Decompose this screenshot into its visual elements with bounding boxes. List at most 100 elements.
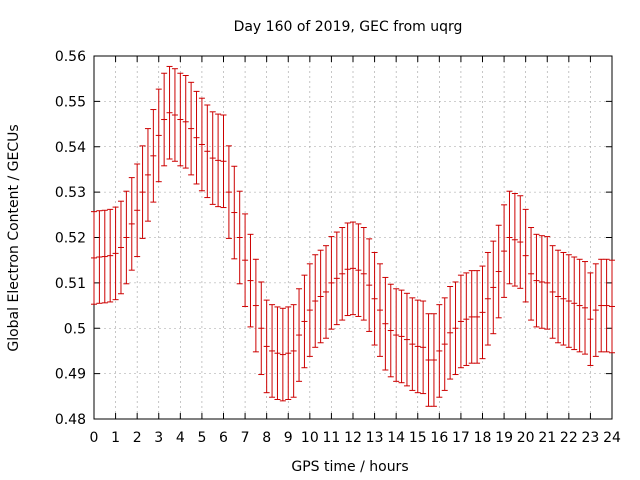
data-point bbox=[231, 165, 238, 260]
data-point bbox=[161, 72, 168, 167]
x-tick-label: 15 bbox=[409, 430, 427, 446]
x-tick-label: 0 bbox=[90, 430, 99, 446]
data-point bbox=[441, 297, 448, 391]
data-point bbox=[101, 209, 108, 304]
data-point bbox=[204, 104, 211, 199]
data-point bbox=[457, 274, 464, 369]
data-point bbox=[420, 300, 427, 395]
data-point bbox=[215, 113, 222, 208]
x-tick-label: 3 bbox=[154, 430, 163, 446]
data-point bbox=[344, 222, 351, 317]
data-point bbox=[371, 251, 378, 346]
data-point bbox=[468, 270, 475, 364]
x-tick-label: 1 bbox=[111, 430, 120, 446]
data-point bbox=[333, 231, 340, 326]
data-point bbox=[506, 190, 513, 285]
data-point bbox=[247, 233, 254, 328]
data-point bbox=[339, 227, 346, 321]
data-point bbox=[490, 240, 497, 335]
data-point bbox=[198, 97, 205, 192]
x-tick-label: 7 bbox=[241, 430, 250, 446]
data-point bbox=[242, 213, 249, 307]
x-axis-label: GPS time / hours bbox=[291, 459, 408, 475]
data-point bbox=[279, 307, 286, 402]
data-point bbox=[409, 297, 416, 391]
data-point bbox=[533, 233, 540, 328]
y-tick-label: 0.48 bbox=[55, 412, 86, 428]
x-tick-label: 24 bbox=[603, 430, 621, 446]
data-point bbox=[263, 299, 270, 394]
data-point bbox=[549, 245, 556, 339]
x-tick-label: 8 bbox=[262, 430, 271, 446]
data-point bbox=[592, 263, 599, 357]
data-point bbox=[285, 306, 292, 400]
data-point bbox=[501, 204, 508, 298]
data-point bbox=[252, 258, 259, 353]
data-point bbox=[112, 206, 119, 301]
data-point bbox=[301, 274, 308, 369]
data-point bbox=[296, 288, 303, 382]
data-point bbox=[290, 304, 297, 398]
data-point bbox=[414, 299, 421, 394]
x-tick-label: 20 bbox=[517, 430, 535, 446]
data-point bbox=[123, 190, 130, 285]
x-tick-labels: 0 1 2 3 4 5 6 7 8 9 10 11 12 13 14 15 16 17 18 19 20 21 22 23 24 bbox=[90, 430, 621, 446]
data-point bbox=[387, 283, 394, 378]
data-point bbox=[117, 200, 124, 295]
data-point bbox=[603, 258, 610, 353]
data-point bbox=[484, 251, 491, 346]
data-point bbox=[403, 292, 410, 387]
data-point bbox=[96, 210, 103, 304]
x-tick-label: 4 bbox=[176, 430, 185, 446]
data-point bbox=[436, 304, 443, 398]
data-point bbox=[393, 288, 400, 382]
data-point bbox=[609, 259, 615, 354]
data-point bbox=[447, 286, 454, 380]
axis-ticks bbox=[93, 55, 613, 420]
chart-title: Day 160 of 2019, GEC from uqrg bbox=[234, 19, 463, 35]
data-point bbox=[139, 145, 146, 239]
data-point bbox=[188, 81, 195, 176]
data-point bbox=[144, 128, 151, 222]
data-point bbox=[430, 313, 437, 407]
data-point bbox=[350, 221, 356, 316]
data-point bbox=[177, 72, 184, 167]
data-point bbox=[538, 235, 545, 329]
y-tick-label: 0.5 bbox=[64, 321, 86, 337]
data-point bbox=[128, 177, 135, 271]
data-point bbox=[306, 263, 313, 357]
x-tick-label: 5 bbox=[197, 430, 206, 446]
y-tick-label: 0.55 bbox=[55, 94, 86, 110]
data-point bbox=[317, 249, 324, 344]
y-tick-labels: 0.48 0.49 0.5 0.51 0.52 0.53 0.54 0.55 0.56 bbox=[55, 49, 86, 428]
data-point bbox=[258, 281, 265, 376]
data-point bbox=[312, 254, 319, 348]
data-point bbox=[134, 163, 141, 258]
y-tick-label: 0.56 bbox=[55, 49, 86, 65]
data-point bbox=[91, 211, 97, 305]
x-tick-label: 13 bbox=[366, 430, 384, 446]
x-tick-label: 11 bbox=[323, 430, 341, 446]
data-point bbox=[155, 88, 162, 183]
data-point bbox=[171, 68, 178, 162]
data-point bbox=[182, 75, 189, 169]
data-point bbox=[269, 304, 276, 398]
x-tick-label: 22 bbox=[560, 430, 578, 446]
data-point bbox=[576, 258, 583, 353]
data-point bbox=[598, 258, 605, 353]
data-point bbox=[323, 245, 330, 339]
data-point bbox=[355, 223, 362, 317]
x-tick-label: 19 bbox=[495, 430, 513, 446]
data-point bbox=[425, 313, 432, 407]
x-tick-label: 17 bbox=[452, 430, 470, 446]
x-tick-label: 14 bbox=[387, 430, 405, 446]
data-point bbox=[511, 192, 518, 287]
y-tick-label: 0.52 bbox=[55, 231, 86, 247]
data-point bbox=[474, 270, 481, 364]
x-tick-label: 6 bbox=[219, 430, 228, 446]
data-point bbox=[225, 145, 232, 239]
data-point bbox=[565, 254, 572, 348]
data-point bbox=[193, 90, 200, 185]
x-tick-label: 12 bbox=[344, 430, 362, 446]
